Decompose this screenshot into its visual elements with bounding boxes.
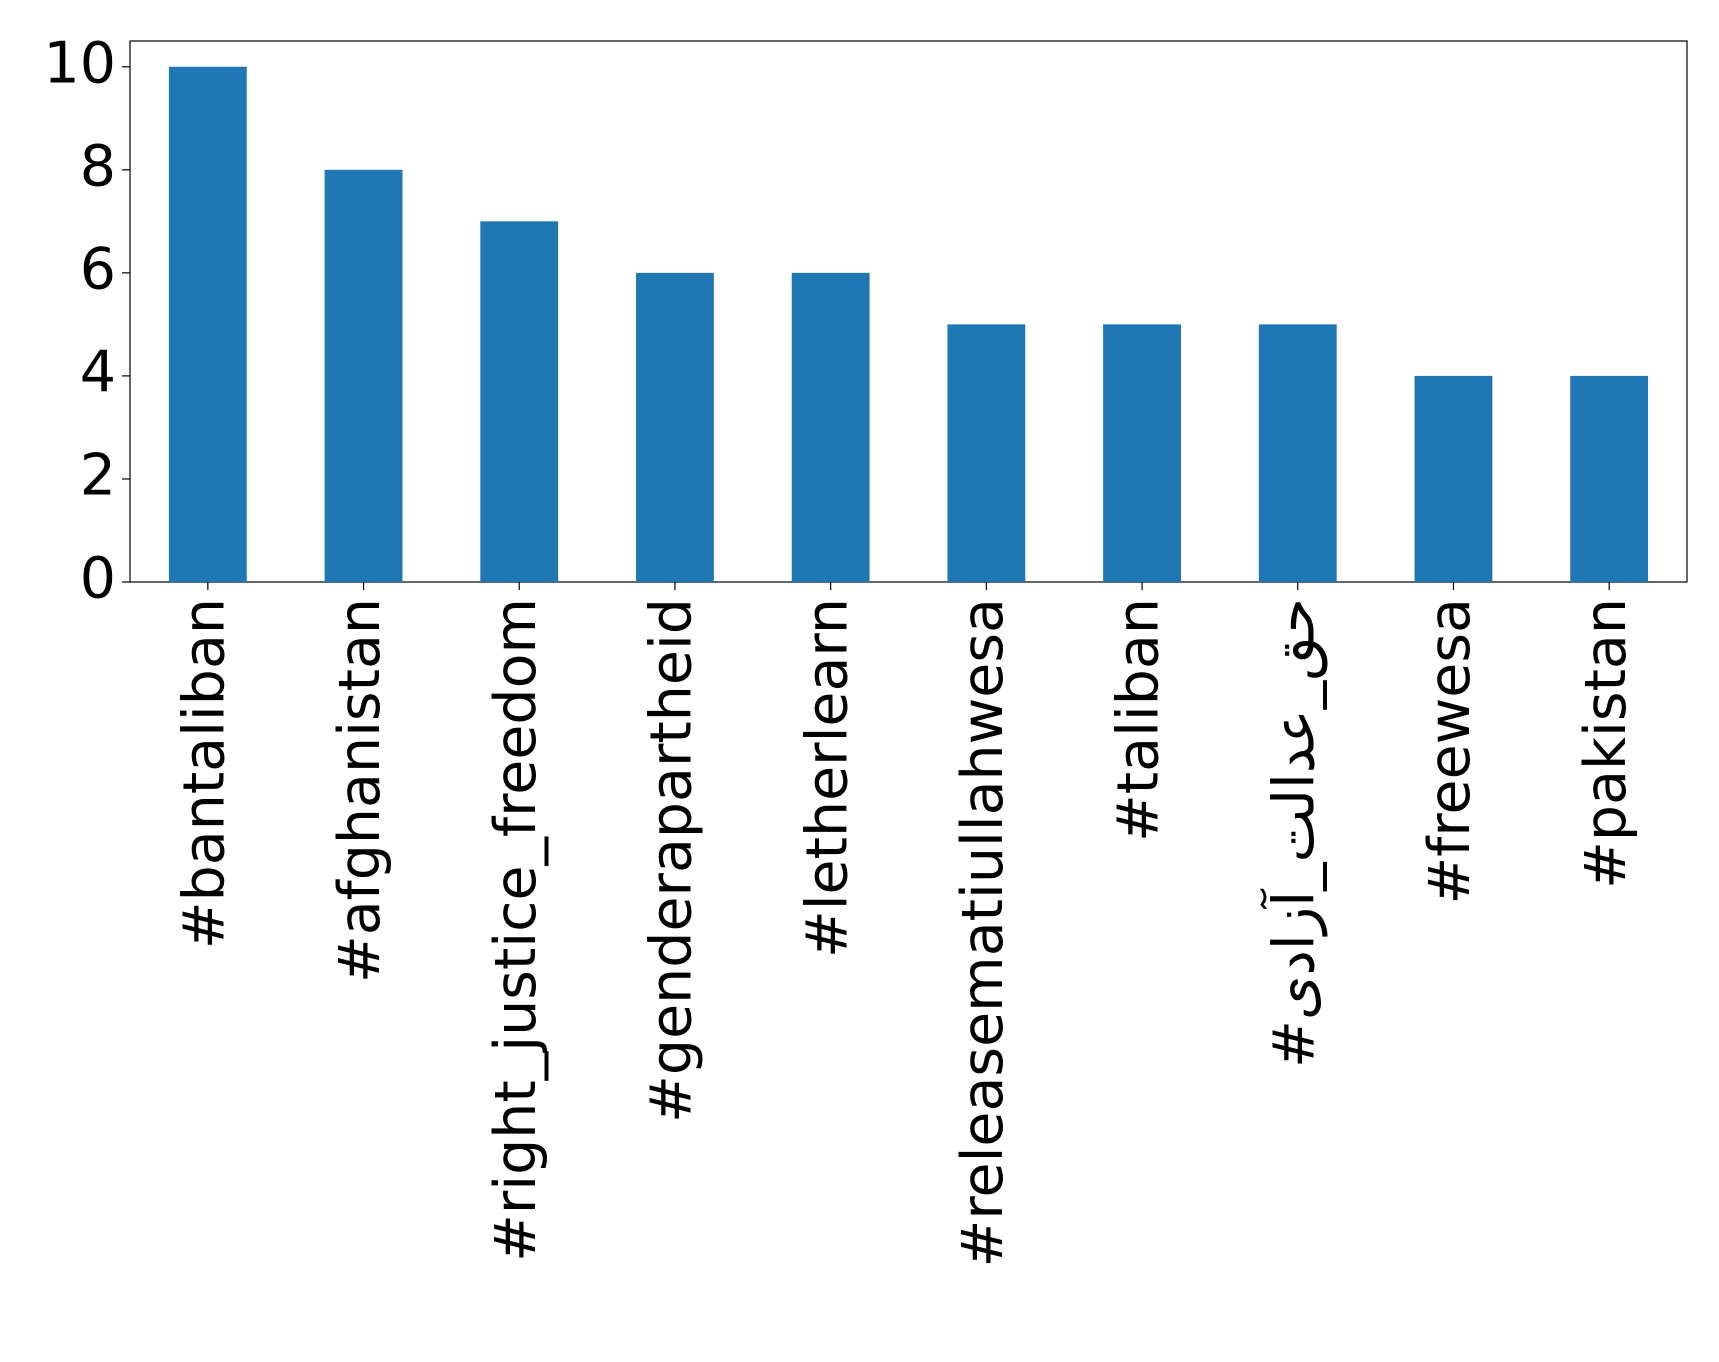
x-tick-label: #taliban (1106, 598, 1172, 842)
x-tick-label: #afghanistan (327, 598, 393, 983)
y-tick-label: 10 (43, 30, 116, 96)
y-tick-label: 6 (80, 236, 116, 302)
bar (1414, 375, 1493, 582)
x-tick-label: #releasematiullahwesa (950, 598, 1016, 1267)
y-tick-label: 8 (80, 133, 116, 199)
bar (1103, 324, 1181, 582)
bar (947, 324, 1026, 582)
x-tick-label: #حق_عدالت_آزادی (1259, 598, 1327, 1068)
y-tick-label: 0 (80, 546, 116, 612)
bar (636, 272, 714, 582)
x-tick-label: #pakistan (1573, 598, 1639, 889)
x-tick-label: #letherlearn (794, 598, 860, 958)
bar (791, 272, 870, 582)
bar (480, 221, 559, 583)
bar (1258, 324, 1337, 582)
axes-frame (129, 40, 1688, 583)
bar (324, 169, 403, 583)
y-tick-label: 2 (80, 443, 116, 509)
bar (168, 66, 247, 582)
bar (1570, 375, 1649, 582)
x-tick-label: #bantaliban (171, 598, 237, 949)
x-tick-label: #right_justice_freedom (483, 598, 549, 1262)
x-tick-label: #genderapartheid (639, 598, 705, 1123)
x-tick-label: #freewesa (1417, 598, 1483, 904)
y-tick-label: 4 (80, 340, 116, 406)
